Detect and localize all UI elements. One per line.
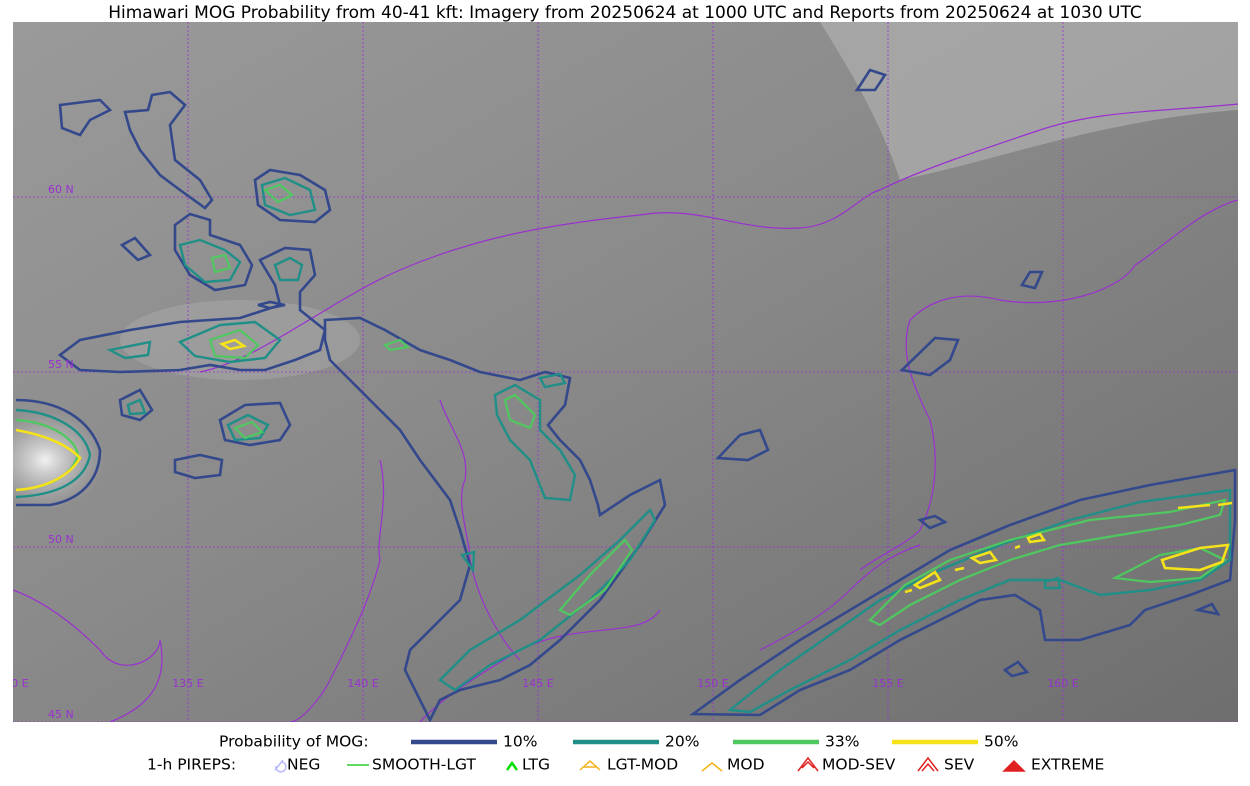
lat-label: 45 N (48, 708, 74, 721)
legend-title: Probability of MOG: (219, 733, 369, 751)
legend-label: 20% (665, 733, 699, 751)
lon-label: 130 E (0, 677, 29, 690)
graticule (13, 22, 1238, 722)
legend-label: LTG (522, 756, 550, 774)
legend-label: MOD (727, 756, 765, 774)
legend-label: 33% (825, 733, 859, 751)
lat-label: 60 N (48, 183, 74, 196)
legend-label: 10% (503, 733, 537, 751)
legend-title: 1-h PIREPS: (147, 756, 236, 774)
legend-label: SMOOTH-LGT (372, 756, 476, 774)
legend-label: 50% (984, 733, 1018, 751)
lon-label: 150 E (697, 677, 728, 690)
coastlines (13, 103, 1238, 722)
pirep-icons (274, 756, 1026, 773)
legend-label: EXTREME (1031, 756, 1104, 774)
legend: Probability of MOG: 1-h PIREPS: 10% 20% 33… (147, 733, 1104, 774)
contours (15, 68, 1237, 722)
lon-label: 135 E (172, 677, 203, 690)
graticule-labels: 60 N 55 N 50 N 45 N 130 E 135 E 140 E 145 E 150 … (0, 183, 1079, 721)
legend-label: NEG (287, 756, 320, 774)
lon-label: 155 E (872, 677, 903, 690)
lat-label: 55 N (48, 358, 74, 371)
legend-label: SEV (944, 756, 975, 774)
lon-label: 140 E (347, 677, 378, 690)
lon-label: 160 E (1047, 677, 1078, 690)
title: Himawari MOG Probability from 40-41 kft:… (108, 3, 1142, 23)
lat-label: 50 N (48, 533, 74, 546)
lon-label: 145 E (522, 677, 553, 690)
map: 60 N 55 N 50 N 45 N 130 E 135 E 140 E 145 E 150 … (0, 22, 1238, 722)
legend-label: MOD-SEV (822, 756, 896, 774)
legend-label: LGT-MOD (607, 756, 678, 774)
